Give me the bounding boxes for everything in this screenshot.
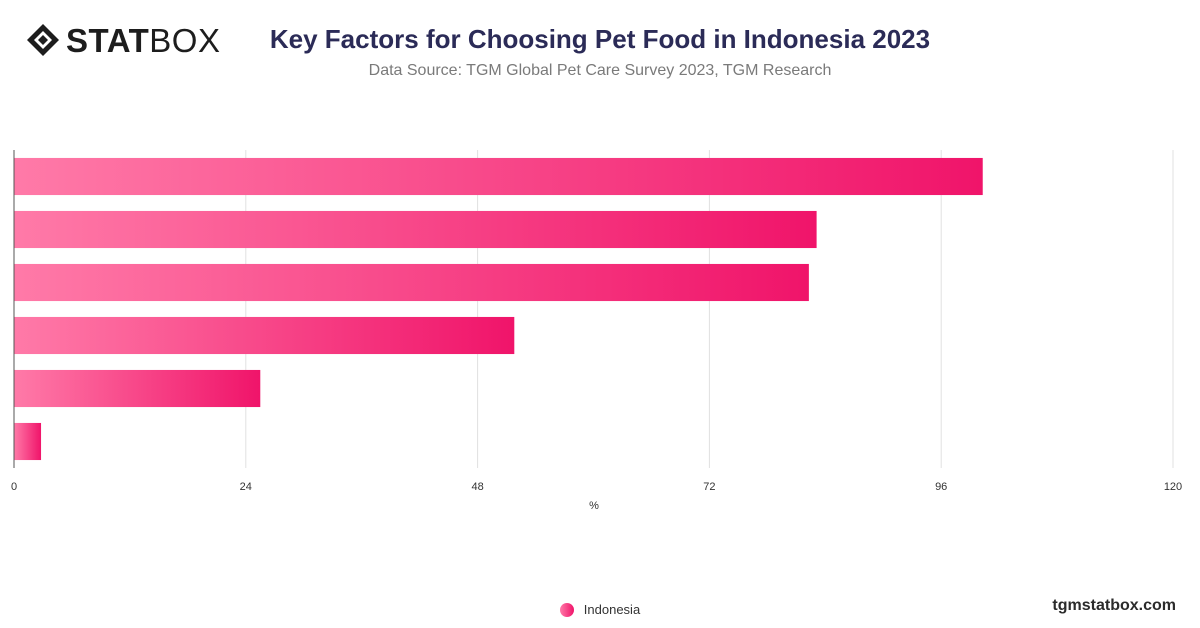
statbox-logo: STATBOX bbox=[26, 22, 220, 58]
x-tick-label: 0 bbox=[11, 481, 17, 493]
x-tick-label: 120 bbox=[1164, 481, 1182, 493]
legend: Indonesia bbox=[0, 602, 1200, 617]
axes: 0 24 48 72 96 120 bbox=[11, 150, 1182, 493]
bar-5 bbox=[14, 369, 261, 408]
site-url: tgmstatbox.com bbox=[1052, 597, 1176, 614]
legend-swatch bbox=[559, 602, 574, 617]
bar-1 bbox=[14, 157, 983, 196]
chart-title: Key Factors for Choosing Pet Food in Ind… bbox=[269, 24, 931, 54]
bar-3 bbox=[14, 263, 809, 302]
bar-4 bbox=[14, 316, 515, 355]
x-axis-label: % bbox=[589, 500, 599, 512]
x-tick-label: 48 bbox=[471, 481, 483, 493]
legend-item-indonesia: Indonesia bbox=[583, 602, 641, 617]
chart-subtitle: Data Source: TGM Global Pet Care Survey … bbox=[368, 62, 832, 79]
x-tick-label: 24 bbox=[240, 481, 252, 493]
bars bbox=[14, 157, 983, 461]
grid-lines bbox=[245, 150, 1174, 468]
bar-6 bbox=[14, 422, 42, 461]
x-tick-label: 72 bbox=[703, 481, 715, 493]
logo-wordmark: STATBOX bbox=[66, 21, 221, 59]
bar-2 bbox=[14, 210, 817, 249]
diamond-logo-icon bbox=[27, 24, 59, 56]
x-tick-label: 96 bbox=[935, 481, 947, 493]
